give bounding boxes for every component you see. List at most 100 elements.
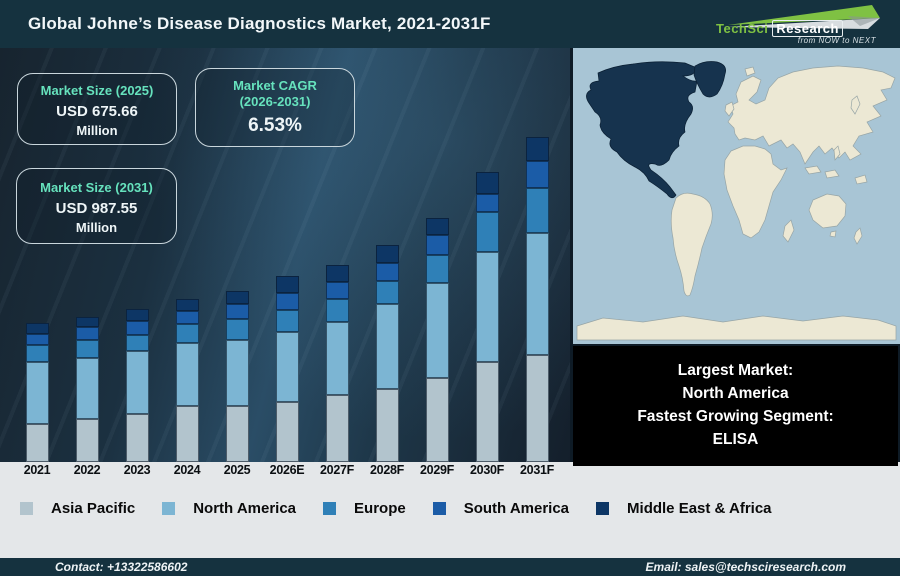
- bar-segment-2029f-middle-east-africa: [425, 218, 449, 235]
- map-tasmania: [829, 230, 837, 238]
- map-north-america: [586, 61, 698, 199]
- bar-segment-2025-asia-pacific: [225, 406, 249, 462]
- stat-label: Market Size (2031): [40, 180, 153, 195]
- legend-row: Asia Pacific North America Europe South Ame…: [20, 500, 772, 517]
- bars-row: [12, 48, 562, 462]
- bar-segment-2025-south-america: [225, 304, 249, 319]
- stacked-bar-2030f: [475, 172, 499, 462]
- axis-label-2022: 2022: [73, 463, 101, 477]
- axis-label-2029f: 2029F: [420, 463, 454, 477]
- bar-segment-2022-south-america: [75, 327, 99, 340]
- bar-segment-2021-europe: [25, 345, 49, 362]
- legend-item-middle-east-africa: Middle East & Africa: [596, 500, 772, 517]
- legend-label-europe: Europe: [354, 500, 406, 517]
- logo-tagline: from NOW to NEXT: [797, 36, 876, 45]
- bar-segment-2024-north-america: [175, 343, 199, 406]
- bar-segment-2025-europe: [225, 319, 249, 340]
- bar-segment-2023-south-america: [125, 321, 149, 335]
- bar-segment-2023-europe: [125, 335, 149, 351]
- legend-label-asia-pacific: Asia Pacific: [51, 500, 136, 517]
- map-greenland: [693, 61, 726, 98]
- axis-label-2021: 2021: [23, 463, 51, 477]
- legend-item-south-america: South America: [432, 500, 569, 517]
- page-title: Global Johne’s Disease Diagnostics Marke…: [28, 14, 491, 33]
- bar-column-2026e: [262, 48, 312, 462]
- bar-segment-2024-south-america: [175, 311, 199, 324]
- bar-segment-2029f-asia-pacific: [425, 378, 449, 462]
- logo-part-research: Research: [772, 20, 843, 37]
- logo-wordmark: TechSci Research: [716, 20, 843, 37]
- bar-segment-2029f-south-america: [425, 235, 449, 255]
- bar-segment-2025-middle-east-africa: [225, 291, 249, 304]
- legend-item-europe: Europe: [323, 500, 406, 517]
- bar-segment-2026e-europe: [275, 310, 299, 332]
- stacked-bar-2022: [75, 317, 99, 462]
- stacked-bar-2025: [225, 291, 249, 462]
- map-philippines: [833, 145, 841, 161]
- legend-label-north-america: North America: [193, 500, 297, 517]
- callout-line-4: ELISA: [712, 431, 759, 448]
- bar-segment-2031f-middle-east-africa: [525, 137, 549, 161]
- footer-bar: Contact: +13322586602 Email: sales@techs…: [0, 558, 900, 576]
- axis-label-2028f: 2028F: [370, 463, 404, 477]
- bar-segment-2027f-south-america: [325, 282, 349, 299]
- bar-segment-2021-south-america: [25, 334, 49, 345]
- stacked-bar-2028f: [375, 245, 399, 462]
- stat-unit: Million: [75, 220, 118, 235]
- stat-card-market-cagr: Market CAGR (2026-2031) 6.53%: [195, 68, 355, 147]
- bar-column-2027f: [312, 48, 362, 462]
- map-new-guinea: [854, 174, 868, 185]
- stacked-bar-2023: [125, 309, 149, 462]
- legend-swatch-north-america: [162, 502, 176, 515]
- bar-segment-2025-north-america: [225, 340, 249, 406]
- bar-segment-2030f-middle-east-africa: [475, 172, 499, 194]
- stat-label: Market CAGR: [233, 78, 317, 93]
- callout-line-2: North America: [682, 385, 789, 402]
- bar-segment-2031f-north-america: [525, 233, 549, 355]
- bar-column-2028f: [362, 48, 412, 462]
- legend-label-middle-east-africa: Middle East & Africa: [627, 500, 772, 517]
- footer-contact: Contact: +13322586602: [55, 560, 188, 574]
- axis-label-2030f: 2030F: [470, 463, 504, 477]
- bar-column-2022: [62, 48, 112, 462]
- map-landmasses: [576, 65, 897, 341]
- legend-swatch-middle-east-africa: [596, 502, 610, 515]
- map-japan: [850, 95, 861, 115]
- bar-segment-2022-north-america: [75, 358, 99, 419]
- bar-segment-2022-asia-pacific: [75, 419, 99, 462]
- bar-segment-2028f-middle-east-africa: [375, 245, 399, 263]
- bar-segment-2024-asia-pacific: [175, 406, 199, 462]
- bar-column-2024: [162, 48, 212, 462]
- techsci-research-logo: TechSci Research from NOW to NEXT: [700, 2, 890, 46]
- world-map-svg: [573, 48, 900, 344]
- axis-label-2023: 2023: [123, 463, 151, 477]
- bar-segment-2026e-south-america: [275, 293, 299, 310]
- footer-email: Email: sales@techsciresearch.com: [645, 560, 846, 574]
- bar-segment-2023-north-america: [125, 351, 149, 414]
- bar-segment-2021-north-america: [25, 362, 49, 424]
- stacked-bar-2026e: [275, 276, 299, 462]
- legend-item-asia-pacific: Asia Pacific: [20, 500, 135, 517]
- bar-segment-2023-middle-east-africa: [125, 309, 149, 321]
- axis-label-2031f: 2031F: [520, 463, 554, 477]
- bar-column-2030f: [462, 48, 512, 462]
- map-antarctica: [576, 315, 897, 341]
- map-highlight-north-america: [586, 61, 726, 199]
- logo-arrow-icon: [728, 5, 880, 29]
- stat-unit: Million: [76, 123, 118, 138]
- bar-segment-2022-europe: [75, 340, 99, 358]
- bar-segment-2021-middle-east-africa: [25, 323, 49, 334]
- world-map: [573, 48, 900, 344]
- map-africa: [723, 145, 788, 239]
- logo-part-techsci: TechSci: [716, 21, 769, 36]
- map-australia: [808, 193, 847, 229]
- axis-labels-row: 2021 2022 2023 2024 2025 2026E 2027F 2028F 2029F…: [12, 463, 562, 477]
- bar-segment-2029f-europe: [425, 255, 449, 283]
- bar-segment-2022-middle-east-africa: [75, 317, 99, 327]
- bar-segment-2026e-north-america: [275, 332, 299, 402]
- bar-segment-2027f-north-america: [325, 322, 349, 395]
- bar-segment-2029f-north-america: [425, 283, 449, 378]
- bar-column-2031f: [512, 48, 562, 462]
- map-south-america: [670, 192, 713, 297]
